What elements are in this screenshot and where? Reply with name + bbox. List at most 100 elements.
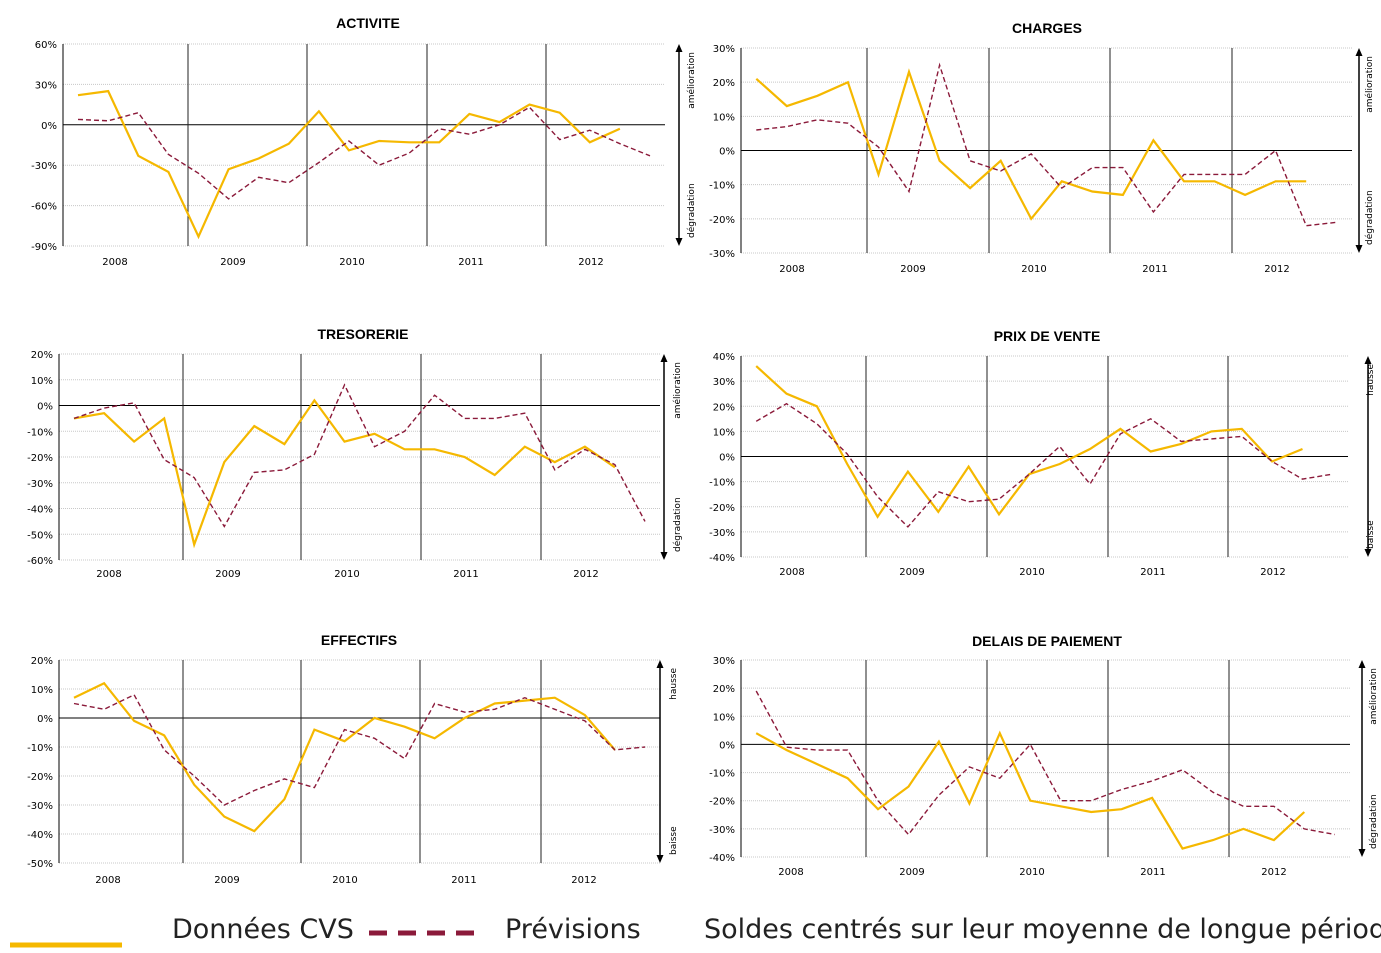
- chart-2: CHARGES -30% -20% -10% 0% 10% 20% 30% 2008 2009 20…: [709, 20, 1375, 275]
- side-label-top: hausse: [1366, 364, 1376, 396]
- y-tick-label: -30%: [27, 479, 53, 490]
- direction-arrow-down: [656, 855, 664, 863]
- chart-title: TRESORERIE: [317, 326, 408, 342]
- chart-1: ACTIVITE -90% -60% -30% 0% 30% 60% 2008 2009 2010…: [31, 15, 697, 268]
- y-tick-label: 20%: [713, 684, 735, 695]
- y-tick-label: -40%: [27, 505, 53, 516]
- direction-arrow-up: [1355, 48, 1363, 56]
- y-tick-label: -10%: [709, 769, 735, 780]
- direction-arrow-down: [1355, 245, 1363, 253]
- x-tick-label: 2009: [220, 257, 245, 268]
- y-tick-label: 0%: [719, 453, 735, 464]
- legend: Données CVS Prévisions Soldes centrés su…: [0, 905, 1381, 953]
- y-tick-label: -30%: [709, 249, 735, 260]
- chart-3: TRESORERIE -60% -50% -40% -30% -20% -10% 0% 10% 2…: [27, 326, 683, 580]
- side-label-bottom: dégradation: [1364, 190, 1375, 245]
- y-tick-label: -10%: [709, 181, 735, 192]
- x-tick-label: 2009: [899, 567, 924, 578]
- x-tick-label: 2010: [1021, 264, 1046, 275]
- y-tick-label: -30%: [709, 528, 735, 539]
- x-tick-label: 2008: [778, 867, 803, 878]
- y-tick-label: 10%: [713, 427, 735, 438]
- series-prev-line: [755, 690, 1335, 836]
- y-tick-label: -50%: [27, 530, 53, 541]
- side-label-top: amélioration: [672, 362, 683, 419]
- side-label-bottom: dégradation: [686, 183, 697, 238]
- x-tick-label: 2010: [334, 569, 359, 580]
- x-tick-label: 2011: [1140, 567, 1165, 578]
- y-tick-label: 10%: [31, 685, 53, 696]
- y-tick-label: 10%: [31, 376, 53, 387]
- x-tick-label: 2012: [578, 257, 603, 268]
- chart-title: PRIX DE VENTE: [994, 328, 1101, 344]
- x-tick-label: 2010: [332, 875, 357, 886]
- y-tick-label: 20%: [713, 402, 735, 413]
- x-tick-label: 2012: [573, 569, 598, 580]
- y-tick-label: -20%: [27, 772, 53, 783]
- direction-arrow-up: [1358, 660, 1366, 668]
- series-cvs-line: [73, 681, 616, 833]
- side-label-bottom: baisse: [669, 826, 679, 855]
- chart-title: DELAIS DE PAIEMENT: [972, 633, 1122, 649]
- direction-arrow-down: [1364, 549, 1372, 557]
- y-tick-label: -20%: [27, 453, 53, 464]
- y-tick-label: 40%: [713, 352, 735, 363]
- x-tick-label: 2010: [339, 257, 364, 268]
- series-cvs-line: [73, 398, 616, 549]
- y-tick-label: -60%: [31, 202, 57, 213]
- y-tick-label: -90%: [31, 242, 57, 253]
- x-tick-label: 2011: [453, 569, 478, 580]
- series-prev-line: [755, 402, 1333, 528]
- y-tick-label: -30%: [709, 825, 735, 836]
- x-tick-label: 2009: [900, 264, 925, 275]
- y-tick-label: 0%: [719, 740, 735, 751]
- side-label-top: amélioration: [1364, 56, 1375, 113]
- x-tick-label: 2012: [1261, 867, 1286, 878]
- series-prev-line: [756, 62, 1337, 227]
- y-tick-label: -10%: [27, 743, 53, 754]
- direction-arrow-up: [1364, 356, 1372, 364]
- legend-prev-label: Prévisions: [505, 914, 641, 945]
- x-tick-label: 2010: [1019, 567, 1044, 578]
- chart-title: EFFECTIFS: [321, 632, 397, 648]
- y-tick-label: -60%: [27, 556, 53, 567]
- x-tick-label: 2008: [779, 264, 804, 275]
- series-cvs-line: [77, 89, 621, 240]
- series-cvs-line: [755, 365, 1303, 519]
- x-tick-label: 2008: [95, 875, 120, 886]
- series-prev-line: [73, 383, 646, 528]
- y-tick-label: 20%: [31, 350, 53, 361]
- y-tick-label: -20%: [709, 503, 735, 514]
- side-label-top: amélioration: [1368, 668, 1379, 725]
- x-tick-label: 2012: [1264, 264, 1289, 275]
- y-tick-label: 30%: [713, 377, 735, 388]
- y-tick-label: 30%: [713, 656, 735, 667]
- legend-cvs-label: Données CVS: [172, 914, 354, 945]
- direction-arrow-down: [1358, 849, 1366, 857]
- side-label-bottom: baisse: [1366, 520, 1376, 549]
- legend-prev-swatch: [369, 930, 479, 936]
- x-tick-label: 2009: [214, 875, 239, 886]
- y-tick-label: -20%: [709, 215, 735, 226]
- x-tick-label: 2011: [1140, 867, 1165, 878]
- direction-arrow-up: [675, 44, 683, 52]
- y-tick-label: -10%: [709, 478, 735, 489]
- x-tick-label: 2011: [458, 257, 483, 268]
- y-tick-label: 0%: [37, 402, 53, 413]
- side-label-bottom: dégradation: [672, 497, 683, 552]
- x-tick-label: 2012: [1260, 567, 1285, 578]
- x-tick-label: 2009: [215, 569, 240, 580]
- x-tick-label: 2008: [779, 567, 804, 578]
- y-tick-label: -40%: [27, 830, 53, 841]
- y-tick-label: -40%: [709, 853, 735, 864]
- y-tick-label: 30%: [713, 44, 735, 55]
- chart-4: PRIX DE VENTE -40% -30% -20% -10% 0% 10% 20% 30%…: [709, 328, 1376, 578]
- direction-arrow-up: [660, 354, 668, 362]
- y-tick-label: -20%: [709, 797, 735, 808]
- y-tick-label: 60%: [35, 40, 57, 51]
- series-prev-line: [73, 693, 646, 806]
- x-tick-label: 2009: [899, 867, 924, 878]
- chart-6: DELAIS DE PAIEMENT -40% -30% -20% -10% 0% 10% 2…: [709, 633, 1379, 878]
- x-tick-label: 2011: [1142, 264, 1167, 275]
